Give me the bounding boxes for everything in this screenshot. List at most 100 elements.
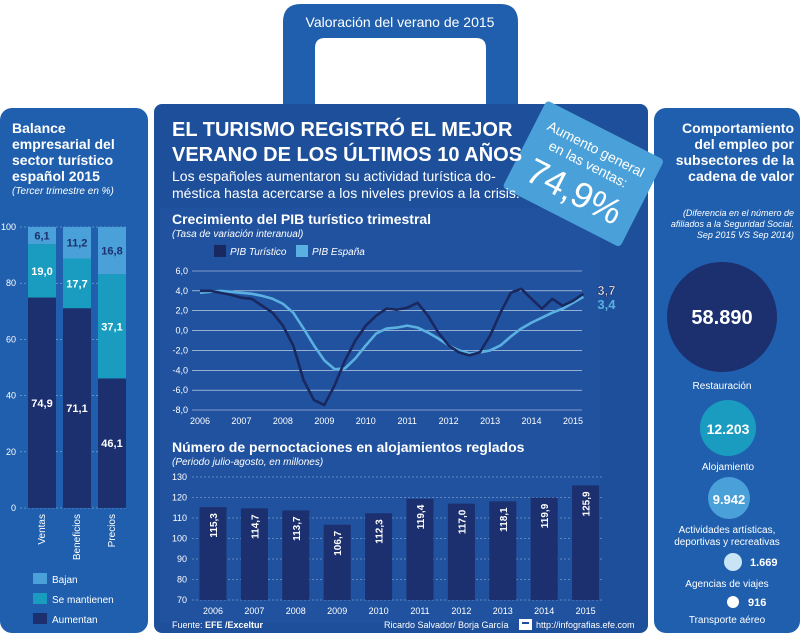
subhead-line2: méstica hasta acercarse a los niveles pr… [172, 185, 520, 201]
bar [199, 507, 227, 600]
line-chart-title: Crecimiento del PIB turístico trimestral [172, 211, 431, 227]
bar-value-label: 119,9 [540, 503, 551, 528]
bubble-transporte [727, 596, 739, 608]
line-x-tick: 2011 [398, 416, 417, 426]
bar [530, 497, 558, 600]
stack-value-label: 11,2 [67, 238, 88, 250]
bubble-label-actividades-1: Actividades artísticas, [679, 525, 776, 536]
efe-logo-mark [522, 622, 529, 624]
line-end-label-turistico: 3,7 [597, 283, 615, 298]
stack-category-label: Beneficios [72, 514, 83, 560]
bar-y-tick: 110 [173, 513, 187, 523]
headline-line1: EL TURISMO REGISTRÓ EL MEJOR [172, 117, 513, 141]
bar-y-tick: 70 [177, 595, 187, 605]
right-panel-title: Comportamiento del empleo por subsectore… [675, 120, 794, 184]
stack-category-label: Precios [107, 514, 118, 547]
line-end-label-espana: 3,4 [597, 297, 616, 312]
bar-y-tick: 130 [172, 472, 187, 482]
bubble-agencias [724, 553, 742, 571]
bar [323, 524, 351, 600]
line-y-tick: 2,0 [175, 306, 188, 316]
line-legend-label-espana: PIB España [312, 247, 365, 258]
line-x-tick: 2007 [231, 416, 251, 426]
bar-x-tick: 2012 [451, 606, 471, 616]
stack-value-label: 71,1 [66, 403, 87, 415]
bubble-value-transporte: 916 [748, 597, 766, 609]
bar [282, 510, 310, 600]
bar-x-tick: 2010 [369, 606, 389, 616]
footer-source-name: EFE /Exceltur [205, 620, 264, 630]
stack-value-label: 46,1 [101, 438, 122, 450]
bar-chart-subtitle: (Periodo julio-agosto, en millones) [172, 457, 323, 468]
legend-label-bajan: Bajan [52, 575, 78, 586]
line-legend-swatch-turistico [214, 245, 226, 257]
bar-x-tick: 2014 [534, 606, 554, 616]
sales-badge [503, 101, 663, 247]
bar-value-label: 112,3 [375, 519, 386, 544]
bar [365, 513, 393, 600]
line-x-tick: 2014 [522, 416, 542, 426]
footer-authors: Ricardo Salvador/ Borja García [384, 620, 509, 630]
bubble-label-agencias: Agencias de viajes [685, 579, 768, 590]
bar-y-tick: 100 [172, 534, 187, 544]
stack-value-label: 74,9 [31, 398, 52, 410]
left-panel-subtitle: (Tercer trimestre en %) [12, 186, 114, 197]
footer-source-prefix: Fuente: [172, 620, 205, 630]
efe-logo-icon [519, 619, 532, 630]
line-y-tick: 0,0 [175, 326, 188, 336]
bar [572, 485, 600, 600]
line-series-espana [199, 289, 585, 371]
stacked-bar-chart: 0 20 40 60 80 100 74,9 19,0 6,1 Ventas 71,1 17,7 11,… [1, 222, 128, 560]
bar-x-tick: 2009 [327, 606, 347, 616]
bar [240, 508, 268, 600]
bar-y-tick: 90 [177, 554, 187, 564]
stack-value-label: 16,8 [101, 246, 122, 258]
bubble-restauracion [667, 262, 777, 372]
sales-badge-bg [503, 101, 663, 247]
stack-y-tick: 20 [6, 447, 16, 457]
bar [447, 503, 475, 600]
line-y-tick: -4,0 [172, 365, 188, 375]
bar-x-tick: 2015 [576, 606, 596, 616]
bar-value-label: 113,7 [292, 516, 303, 541]
line-x-tick: 2010 [356, 416, 376, 426]
nights-bar-chart: 70 80 90 100 110 120 130 115,3 2006 114,7 2007 113,… [172, 472, 604, 616]
line-y-tick: 4,0 [175, 286, 188, 296]
headline-line2: VERANO DE LOS ÚLTIMOS 10 AÑOS [172, 142, 522, 166]
line-series-turistico [200, 287, 585, 407]
line-x-tick: 2012 [439, 416, 459, 426]
bubble-value-alojamiento: 12.203 [707, 421, 750, 437]
bubble-label-restauracion: Restauración [693, 381, 752, 392]
bar [406, 498, 434, 600]
bubble-label-alojamiento: Alojamiento [702, 462, 755, 473]
stack-segment [63, 227, 91, 259]
bar-y-tick: 120 [172, 493, 187, 503]
stack-segment [98, 227, 126, 275]
line-y-tick: -2,0 [172, 345, 188, 355]
left-panel-title: Balance empresarial del sector turístico… [12, 120, 115, 184]
stack-y-tick: 80 [6, 278, 16, 288]
line-legend-swatch-espana [296, 245, 308, 257]
subhead-line1: Los españoles aumentaron su actividad tu… [172, 168, 496, 184]
bubble-value-actividades: 9.942 [713, 492, 746, 507]
bar [489, 501, 517, 600]
stack-y-tick: 60 [6, 334, 16, 344]
stack-segment [98, 378, 126, 508]
legend-swatch-aumentan [33, 613, 47, 624]
bar-x-tick: 2007 [244, 606, 264, 616]
line-x-tick: 2008 [273, 416, 293, 426]
bar-value-label: 114,7 [250, 514, 261, 539]
line-y-tick: 6,0 [175, 266, 188, 276]
bar-value-label: 125,9 [582, 491, 593, 516]
bubble-value-restauracion: 58.890 [691, 307, 752, 329]
stack-y-tick: 100 [1, 222, 16, 232]
bar-chart-title: Número de pernoctaciones en alojamientos… [172, 439, 525, 455]
bubble-actividades [708, 477, 750, 519]
stack-category-label: Ventas [37, 514, 48, 545]
bar-value-label: 115,3 [209, 513, 220, 538]
stack-value-label: 37,1 [101, 321, 122, 333]
bar-x-tick: 2013 [493, 606, 513, 616]
stack-value-label: 19,0 [31, 266, 52, 278]
line-y-tick: -8,0 [172, 405, 188, 415]
bar-x-tick: 2008 [286, 606, 306, 616]
